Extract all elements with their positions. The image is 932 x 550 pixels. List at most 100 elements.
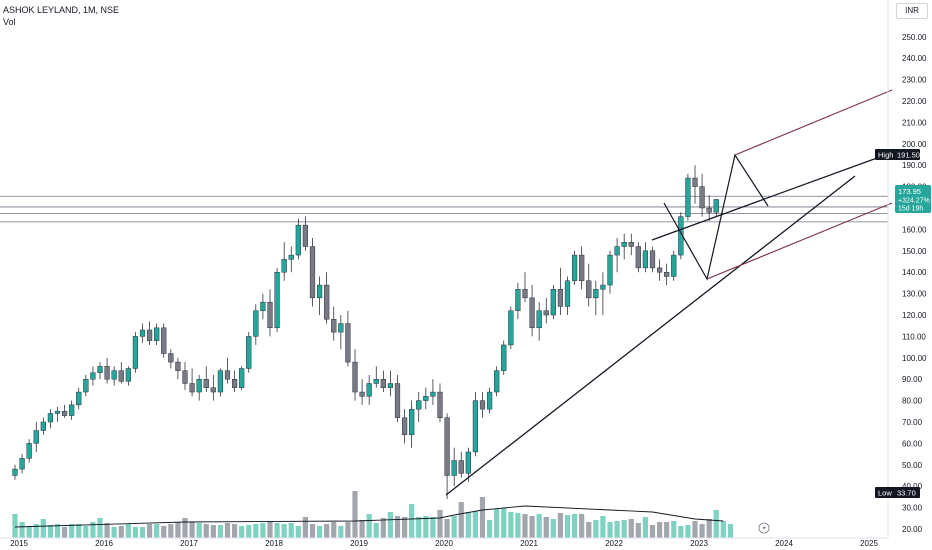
- candle-body: [543, 310, 549, 316]
- volume-bar: [104, 523, 110, 538]
- volume-bar: [579, 514, 585, 538]
- candle-body: [394, 383, 401, 418]
- candle-body: [501, 344, 507, 371]
- volume-bar: [203, 524, 209, 538]
- high-badge: High 191.50: [875, 149, 920, 160]
- volume-bar: [210, 525, 216, 538]
- volume-bar: [288, 523, 294, 538]
- volume-bar: [401, 517, 408, 538]
- volume-bar: [359, 520, 365, 538]
- candle-body: [692, 177, 698, 187]
- y-tick-label: 40.00: [902, 482, 923, 491]
- volume-bar: [69, 524, 75, 538]
- x-tick-label: 2022: [605, 539, 623, 548]
- candle-body: [203, 379, 209, 388]
- volume-bar: [253, 524, 259, 538]
- candle-body: [40, 421, 46, 431]
- candle-body: [486, 391, 493, 410]
- volume-bar: [621, 520, 627, 538]
- symbol-title[interactable]: ASHOK LEYLAND, 1M, NSE: [3, 5, 120, 15]
- y-tick-label: 150.00: [902, 247, 927, 256]
- candle-body: [260, 301, 266, 311]
- candle-body: [324, 284, 330, 320]
- y-tick-label: 50.00: [902, 461, 923, 470]
- volume-bar: [132, 527, 139, 538]
- volume-bar: [302, 517, 309, 538]
- y-tick-label: 90.00: [902, 375, 923, 384]
- volume-bar: [536, 514, 542, 538]
- horizontal-levels: [0, 195, 888, 223]
- volume-bar: [678, 526, 684, 538]
- volume-bar: [529, 516, 535, 538]
- high-value: 191.50: [897, 151, 920, 160]
- volume-bar: [90, 522, 96, 538]
- volume-bar: [146, 524, 153, 538]
- candle-body: [387, 383, 394, 388]
- y-tick-label: 60.00: [902, 439, 923, 448]
- volume-bar: [394, 516, 401, 538]
- candle-body: [111, 370, 117, 380]
- channel-lower-line: [706, 202, 893, 280]
- candle-body: [479, 400, 486, 410]
- lightning-icon[interactable]: [758, 522, 770, 534]
- volume-bar: [571, 514, 578, 538]
- candle-body: [416, 400, 422, 410]
- currency-label[interactable]: INR: [896, 3, 928, 19]
- candle-body: [423, 396, 429, 401]
- candle-body: [635, 246, 641, 269]
- y-tick-label: 140.00: [902, 268, 927, 277]
- y-axis: 20.00 30.00 40.00 50.00 60.00 70.00 80.00 90.00…: [902, 33, 927, 534]
- candle-body: [90, 372, 96, 380]
- candle-body: [621, 242, 627, 247]
- volume-bar: [26, 526, 32, 538]
- x-tick-label: 2024: [775, 539, 793, 548]
- volume-bar: [600, 516, 606, 538]
- volume-bar: [593, 520, 599, 538]
- candle-body: [295, 224, 301, 256]
- volume-bar: [161, 526, 167, 538]
- candle-body: [182, 370, 188, 384]
- candle-body: [664, 272, 670, 277]
- volume-bar: [671, 521, 677, 538]
- high-label: High: [878, 151, 893, 160]
- volume-bar: [239, 526, 245, 538]
- volume-bar: [416, 517, 422, 538]
- volume-bar: [479, 497, 486, 538]
- volume-bar: [224, 523, 231, 538]
- candle-body: [494, 370, 500, 393]
- volume-bar: [352, 491, 358, 538]
- candle-body: [571, 254, 578, 281]
- volume-bar: [387, 512, 394, 538]
- volume-bar: [430, 517, 436, 538]
- candle-body: [451, 460, 457, 476]
- candle-body: [352, 361, 358, 393]
- volume-bar: [727, 524, 734, 538]
- volume-bar: [118, 526, 124, 538]
- volume-bar: [713, 510, 719, 538]
- candle-body: [281, 259, 287, 273]
- x-tick-label: 2021: [520, 539, 538, 548]
- candle-body: [579, 254, 585, 281]
- y-tick-label: 220.00: [902, 97, 927, 106]
- channel-upper-line: [734, 89, 893, 156]
- volume-bar: [331, 522, 337, 538]
- volume-bar: [168, 524, 174, 538]
- volume-bar: [451, 516, 457, 538]
- candle-body: [76, 391, 82, 406]
- last-price: 173.95: [898, 187, 921, 196]
- candle-body: [685, 177, 691, 217]
- y-tick-label: 120.00: [902, 311, 927, 320]
- x-tick-label: 2018: [265, 539, 283, 548]
- candle-body: [139, 329, 146, 337]
- candle-body: [564, 280, 571, 307]
- candle-body: [699, 186, 705, 209]
- volume-bar: [267, 521, 273, 538]
- candle-body: [69, 404, 75, 416]
- volume-bar: [139, 527, 146, 538]
- pattern-zigzag: [663, 153, 769, 281]
- candle-body: [97, 366, 103, 373]
- candle-body: [529, 297, 535, 329]
- candle-body: [33, 430, 39, 444]
- volume-bar: [515, 513, 521, 538]
- volume-legend-label[interactable]: Vol: [3, 17, 16, 27]
